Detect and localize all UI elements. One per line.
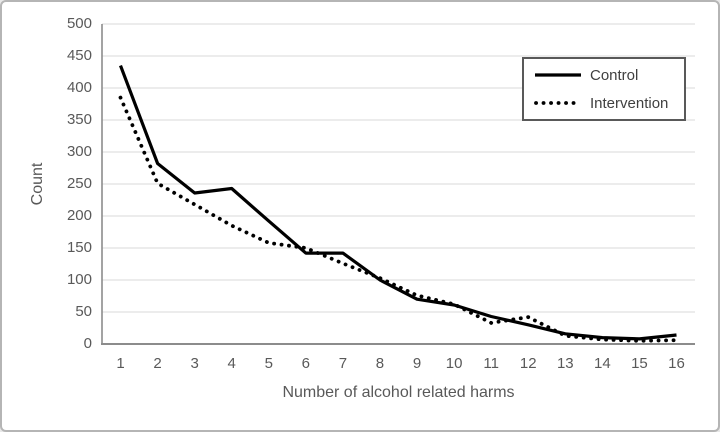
y-tick-label: 500 — [66, 15, 92, 32]
x-tick-label: 3 — [190, 355, 199, 372]
legend-item-intervention: Intervention — [534, 91, 684, 115]
x-tick-label: 15 — [631, 355, 648, 372]
y-tick-label: 100 — [66, 271, 92, 288]
x-tick-label: 8 — [375, 355, 385, 372]
x-tick-label: 13 — [556, 355, 574, 372]
y-tick-label: 200 — [66, 207, 92, 224]
y-tick-label: 400 — [66, 79, 92, 96]
x-tick-label: 7 — [338, 355, 348, 372]
legend-label-control: Control — [590, 66, 639, 84]
y-tick-label: 50 — [75, 303, 92, 320]
legend-item-control: Control — [534, 63, 684, 87]
x-tick-label: 5 — [264, 355, 273, 372]
y-tick-label: 300 — [66, 143, 92, 160]
dotted-line-icon — [534, 101, 582, 105]
y-axis-title: Count — [29, 162, 46, 206]
x-tick-label: 10 — [445, 355, 463, 372]
x-tick-label: 1 — [116, 355, 125, 372]
y-tick-label: 450 — [66, 47, 92, 64]
y-tick-label: 150 — [66, 239, 92, 256]
y-tick-label: 350 — [66, 111, 92, 128]
x-tick-label: 12 — [519, 355, 537, 372]
series-line-intervention — [118, 95, 679, 343]
solid-line-icon — [535, 73, 581, 77]
y-tick-label: 0 — [83, 335, 92, 352]
x-tick-label: 4 — [227, 355, 236, 372]
x-tick-label: 11 — [483, 355, 499, 372]
x-tick-label: 14 — [594, 355, 611, 372]
legend-label-intervention: Intervention — [590, 94, 669, 112]
x-tick-label: 6 — [301, 355, 311, 372]
x-tick-label: 2 — [153, 355, 162, 372]
x-tick-label: 9 — [412, 355, 422, 372]
y-tick-label: 250 — [66, 175, 92, 192]
x-axis-title: Number of alcohol related harms — [282, 384, 515, 401]
x-tick-label: 16 — [668, 355, 685, 372]
legend: Control Intervention — [522, 57, 686, 121]
